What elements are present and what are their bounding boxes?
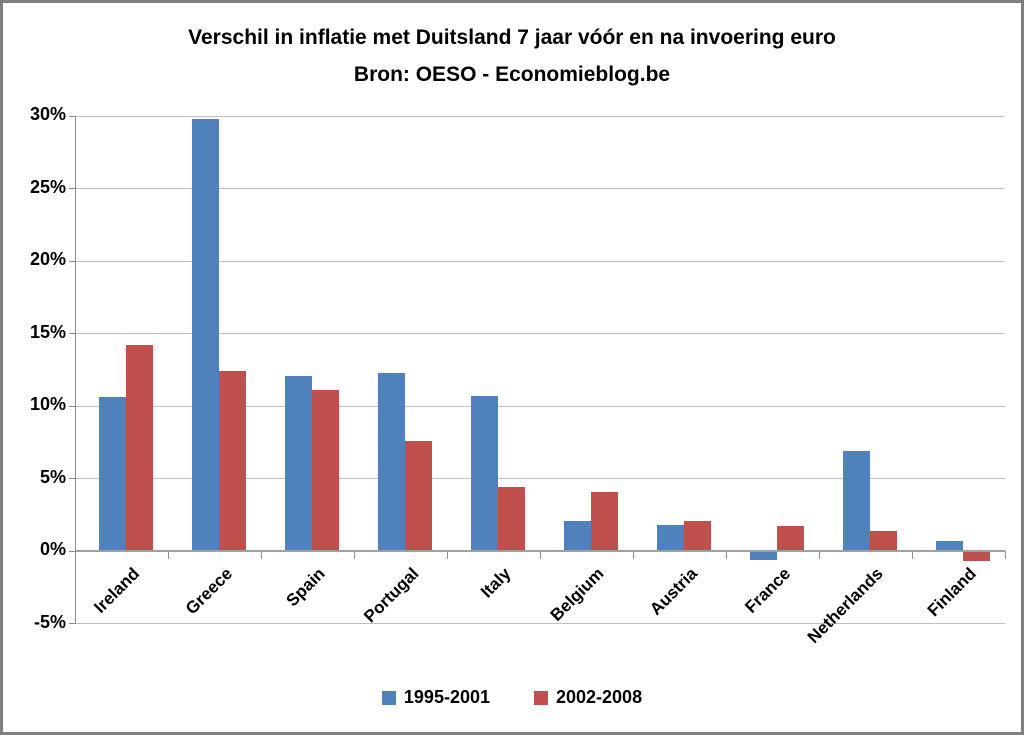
legend-label-1995-2001: 1995-2001 — [403, 687, 490, 707]
y-tick-label-5pct: 5% — [39, 466, 66, 487]
y-axis-tick-5pct — [69, 478, 75, 479]
gridline-25pct — [75, 188, 1005, 189]
bar-finland-2002-2008 — [963, 551, 990, 562]
plot-area: 30% 25% 20% 15% 10% 5% 0% -5% Ireland Greece Spain… — [3, 3, 1021, 732]
y-tick-label-30pct: 30% — [29, 104, 66, 124]
bar-greece-2002-2008 — [219, 371, 246, 551]
x-label-spain: Spain — [282, 564, 329, 611]
bar-portugal-2002-2008 — [405, 440, 432, 551]
y-axis-tick-10pct — [69, 405, 75, 407]
y-axis-tick--5pct — [69, 623, 75, 624]
y-tick-label-0pct: 0% — [39, 539, 66, 559]
x-label-france: France — [741, 564, 794, 617]
bar-spain-2002-2008 — [312, 390, 339, 551]
bar-austria-2002-2008 — [684, 520, 711, 551]
legend-swatch-1995-2001 — [381, 690, 396, 705]
bar-ireland-2002-2008 — [126, 345, 153, 551]
bar-netherlands-2002-2008 — [870, 530, 897, 551]
x-label-italy: Italy — [477, 564, 515, 602]
x-axis-tick-1 — [167, 551, 169, 559]
bar-finland-1995-2001 — [936, 540, 963, 551]
legend-label-2002-2008: 2002-2008 — [556, 687, 643, 707]
bar-greece-1995-2001 — [192, 118, 219, 551]
bar-france-1995-2001 — [750, 551, 777, 560]
bar-italy-2002-2008 — [498, 487, 525, 551]
y-axis-tick-30pct — [69, 115, 75, 117]
chart-title-line1: Verschil in inflatie met Duitsland 7 jaa… — [188, 26, 836, 49]
bar-ireland-1995-2001 — [99, 397, 126, 551]
x-label-finland: Finland — [923, 564, 980, 621]
x-axis-tick-2 — [260, 551, 262, 559]
y-axis-tick-0pct — [69, 550, 75, 552]
legend-swatch-2002-2008 — [534, 690, 548, 705]
gridline-30pct — [75, 115, 1005, 117]
y-tick-label-25pct: 25% — [29, 176, 66, 197]
x-label-greece: Greece — [181, 564, 236, 619]
gridline-15pct — [75, 333, 1005, 334]
x-label-ireland: Ireland — [90, 564, 143, 617]
x-axis-tick-7 — [725, 551, 727, 559]
gridline--5pct — [75, 623, 1005, 624]
y-axis-tick-20pct — [69, 260, 75, 262]
x-axis-tick-9 — [911, 551, 913, 559]
bar-belgium-2002-2008 — [591, 491, 618, 551]
legend-item-1995-2001: 1995-2001 — [381, 687, 490, 708]
bar-netherlands-1995-2001 — [843, 450, 870, 551]
x-axis-tick-5 — [539, 551, 541, 559]
gridline-10pct — [75, 405, 1005, 407]
y-tick-label-15pct: 15% — [29, 321, 66, 342]
x-axis-tick-3 — [353, 551, 355, 559]
gridline-5pct — [75, 478, 1005, 479]
bar-spain-1995-2001 — [285, 375, 312, 551]
bar-portugal-1995-2001 — [378, 372, 405, 551]
x-axis-tick-8 — [818, 551, 820, 559]
x-axis-zero-line — [75, 550, 1005, 552]
bar-belgium-1995-2001 — [564, 520, 591, 551]
bar-italy-1995-2001 — [471, 395, 498, 551]
legend-item-2002-2008: 2002-2008 — [534, 687, 642, 708]
y-axis-tick-25pct — [69, 188, 75, 189]
x-axis-tick-10 — [1004, 551, 1006, 559]
x-axis-tick-6 — [632, 551, 634, 559]
y-tick-label--5pct: -5% — [33, 611, 66, 632]
chart-title: Verschil in inflatie met Duitsland 7 jaa… — [3, 19, 1021, 93]
bar-austria-1995-2001 — [657, 524, 684, 551]
x-axis-tick-4 — [446, 551, 448, 559]
y-axis-line — [74, 116, 76, 624]
gridline-20pct — [75, 260, 1005, 262]
x-label-netherlands: Netherlands — [804, 564, 887, 647]
bar-france-2002-2008 — [777, 526, 804, 551]
legend: 1995-2001 2002-2008 — [3, 687, 1021, 708]
y-tick-label-20pct: 20% — [29, 249, 66, 269]
y-tick-label-10pct: 10% — [29, 394, 66, 414]
x-label-austria: Austria — [646, 564, 701, 619]
y-axis-tick-15pct — [69, 333, 75, 334]
chart-title-line2: Bron: OESO - Economieblog.be — [353, 63, 671, 86]
x-label-belgium: Belgium — [547, 564, 608, 625]
x-label-portugal: Portugal — [359, 564, 422, 627]
